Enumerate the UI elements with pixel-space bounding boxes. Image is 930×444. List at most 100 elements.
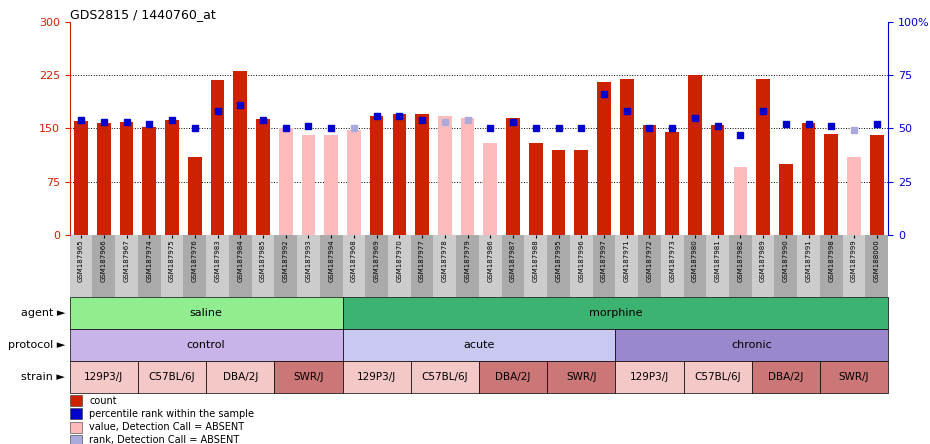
Bar — [70, 421, 82, 433]
Bar — [166, 120, 179, 235]
Text: C57BL/6J: C57BL/6J — [695, 372, 741, 382]
Bar — [665, 132, 679, 235]
Bar — [115, 235, 138, 297]
Bar — [325, 135, 338, 235]
Bar — [547, 235, 570, 297]
Bar — [256, 119, 270, 235]
Bar — [638, 235, 661, 297]
Bar — [570, 235, 592, 297]
Bar — [392, 114, 406, 235]
Bar — [279, 128, 293, 235]
Bar — [301, 135, 315, 235]
Text: DBA/2J: DBA/2J — [222, 372, 258, 382]
Bar — [416, 114, 429, 235]
Bar — [388, 235, 411, 297]
Text: 129P3/J: 129P3/J — [630, 372, 669, 382]
Bar — [97, 123, 111, 235]
Bar — [711, 125, 724, 235]
Bar — [120, 122, 133, 235]
Bar — [688, 75, 702, 235]
Bar — [320, 235, 342, 297]
Bar — [661, 235, 684, 297]
Bar — [592, 235, 616, 297]
Bar — [229, 235, 252, 297]
Bar — [775, 235, 797, 297]
Bar — [756, 79, 770, 235]
Text: control: control — [187, 340, 225, 350]
Bar — [779, 164, 792, 235]
Bar — [70, 235, 92, 297]
Bar — [70, 435, 82, 444]
Bar — [211, 80, 224, 235]
Bar — [457, 235, 479, 297]
Bar — [161, 235, 183, 297]
Bar — [734, 167, 747, 235]
Text: value, Detection Call = ABSENT: value, Detection Call = ABSENT — [89, 422, 245, 432]
Text: GDS2815 / 1440760_at: GDS2815 / 1440760_at — [70, 8, 216, 20]
Bar — [643, 125, 657, 235]
Text: count: count — [89, 396, 117, 406]
Bar — [847, 157, 861, 235]
Bar — [297, 235, 320, 297]
Text: chronic: chronic — [731, 340, 772, 350]
Text: morphine: morphine — [589, 308, 642, 318]
Text: protocol ►: protocol ► — [7, 340, 65, 350]
Bar — [142, 127, 156, 235]
Bar — [411, 235, 433, 297]
Text: 129P3/J: 129P3/J — [85, 372, 124, 382]
Bar — [252, 235, 274, 297]
Bar — [616, 235, 638, 297]
Bar — [729, 235, 751, 297]
Text: saline: saline — [190, 308, 222, 318]
Bar — [825, 134, 838, 235]
Text: percentile rank within the sample: percentile rank within the sample — [89, 409, 254, 419]
Bar — [551, 150, 565, 235]
Text: C57BL/6J: C57BL/6J — [421, 372, 468, 382]
Bar — [342, 235, 365, 297]
Bar — [820, 235, 843, 297]
Bar — [751, 235, 775, 297]
Bar — [74, 121, 88, 235]
Bar — [529, 143, 542, 235]
Text: SWR/J: SWR/J — [839, 372, 870, 382]
Bar — [183, 235, 206, 297]
Text: SWR/J: SWR/J — [293, 372, 324, 382]
Bar — [70, 408, 82, 420]
Text: 129P3/J: 129P3/J — [357, 372, 396, 382]
Bar — [233, 71, 247, 235]
Bar — [506, 118, 520, 235]
Bar — [92, 235, 115, 297]
Bar — [501, 235, 525, 297]
Text: SWR/J: SWR/J — [566, 372, 596, 382]
Bar — [597, 82, 611, 235]
Bar — [347, 130, 361, 235]
Bar — [70, 395, 82, 406]
Text: DBA/2J: DBA/2J — [496, 372, 531, 382]
Text: DBA/2J: DBA/2J — [768, 372, 804, 382]
Bar — [797, 235, 820, 297]
Text: acute: acute — [463, 340, 495, 350]
Bar — [620, 79, 633, 235]
Bar — [684, 235, 706, 297]
Bar — [479, 235, 501, 297]
Bar — [843, 235, 866, 297]
Text: C57BL/6J: C57BL/6J — [149, 372, 195, 382]
Bar — [365, 235, 388, 297]
Bar — [433, 235, 457, 297]
Bar — [138, 235, 161, 297]
Text: agent ►: agent ► — [20, 308, 65, 318]
Bar — [188, 157, 202, 235]
Bar — [370, 116, 383, 235]
Bar — [460, 118, 474, 235]
Bar — [438, 116, 452, 235]
Bar — [484, 143, 498, 235]
Bar — [575, 150, 588, 235]
Bar — [802, 123, 816, 235]
Bar — [870, 135, 884, 235]
Bar — [206, 235, 229, 297]
Bar — [706, 235, 729, 297]
Bar — [866, 235, 888, 297]
Text: rank, Detection Call = ABSENT: rank, Detection Call = ABSENT — [89, 436, 240, 444]
Text: strain ►: strain ► — [21, 372, 65, 382]
Bar — [274, 235, 297, 297]
